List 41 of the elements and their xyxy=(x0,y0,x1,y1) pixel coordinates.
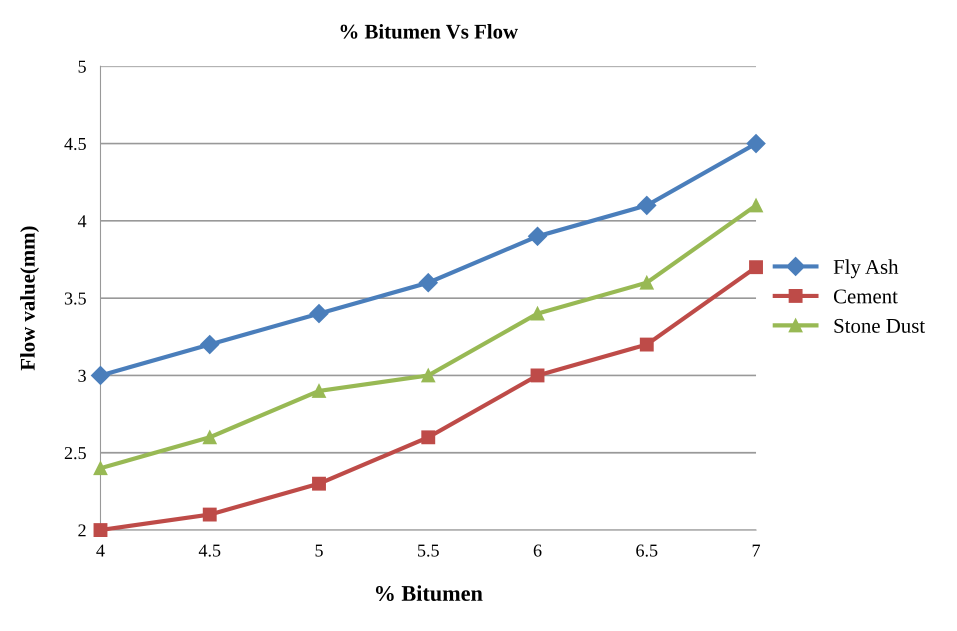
point xyxy=(528,226,548,246)
point xyxy=(312,384,326,398)
point xyxy=(640,276,654,290)
y-tick-label: 5 xyxy=(78,60,86,73)
y-tick-label: 3 xyxy=(78,370,86,382)
point xyxy=(202,508,217,522)
x-tick-label: 6.5 xyxy=(636,544,658,557)
point xyxy=(749,198,763,212)
point xyxy=(90,366,110,385)
y-tick-label: 4.5 xyxy=(64,138,86,150)
legend-label: Stone Dust xyxy=(834,318,926,333)
x-tick-label: 4 xyxy=(96,544,105,556)
y-tick-label: 2.5 xyxy=(64,447,86,460)
point xyxy=(640,338,654,352)
y-tick-label: 4 xyxy=(78,215,86,228)
x-tick-label: 5 xyxy=(316,544,323,557)
point xyxy=(312,476,326,491)
point xyxy=(637,196,656,215)
point xyxy=(418,273,438,292)
point xyxy=(309,304,329,324)
x-axis-title: % Bitumen xyxy=(376,585,483,602)
legend-label: Fly Ash xyxy=(834,259,898,278)
point xyxy=(421,430,436,444)
point xyxy=(530,368,544,382)
y-axis-title: Flow value(mm) xyxy=(20,226,40,370)
x-tick-label: 4.5 xyxy=(198,544,220,557)
point xyxy=(749,260,763,274)
x-tick-label: 7 xyxy=(752,544,760,556)
point xyxy=(530,306,544,321)
legend-label: Cement xyxy=(834,289,898,304)
point xyxy=(94,461,108,476)
point xyxy=(746,134,766,154)
point xyxy=(202,430,217,444)
point xyxy=(200,334,220,354)
chart-title: % Bitumen Vs Flow xyxy=(340,24,518,39)
y-tick-label: 2 xyxy=(78,524,86,536)
x-tick-label: 6 xyxy=(534,544,542,557)
y-tick-label: 3.5 xyxy=(64,292,86,305)
point xyxy=(94,523,108,537)
x-tick-label: 5.5 xyxy=(418,544,439,557)
point xyxy=(421,368,436,382)
